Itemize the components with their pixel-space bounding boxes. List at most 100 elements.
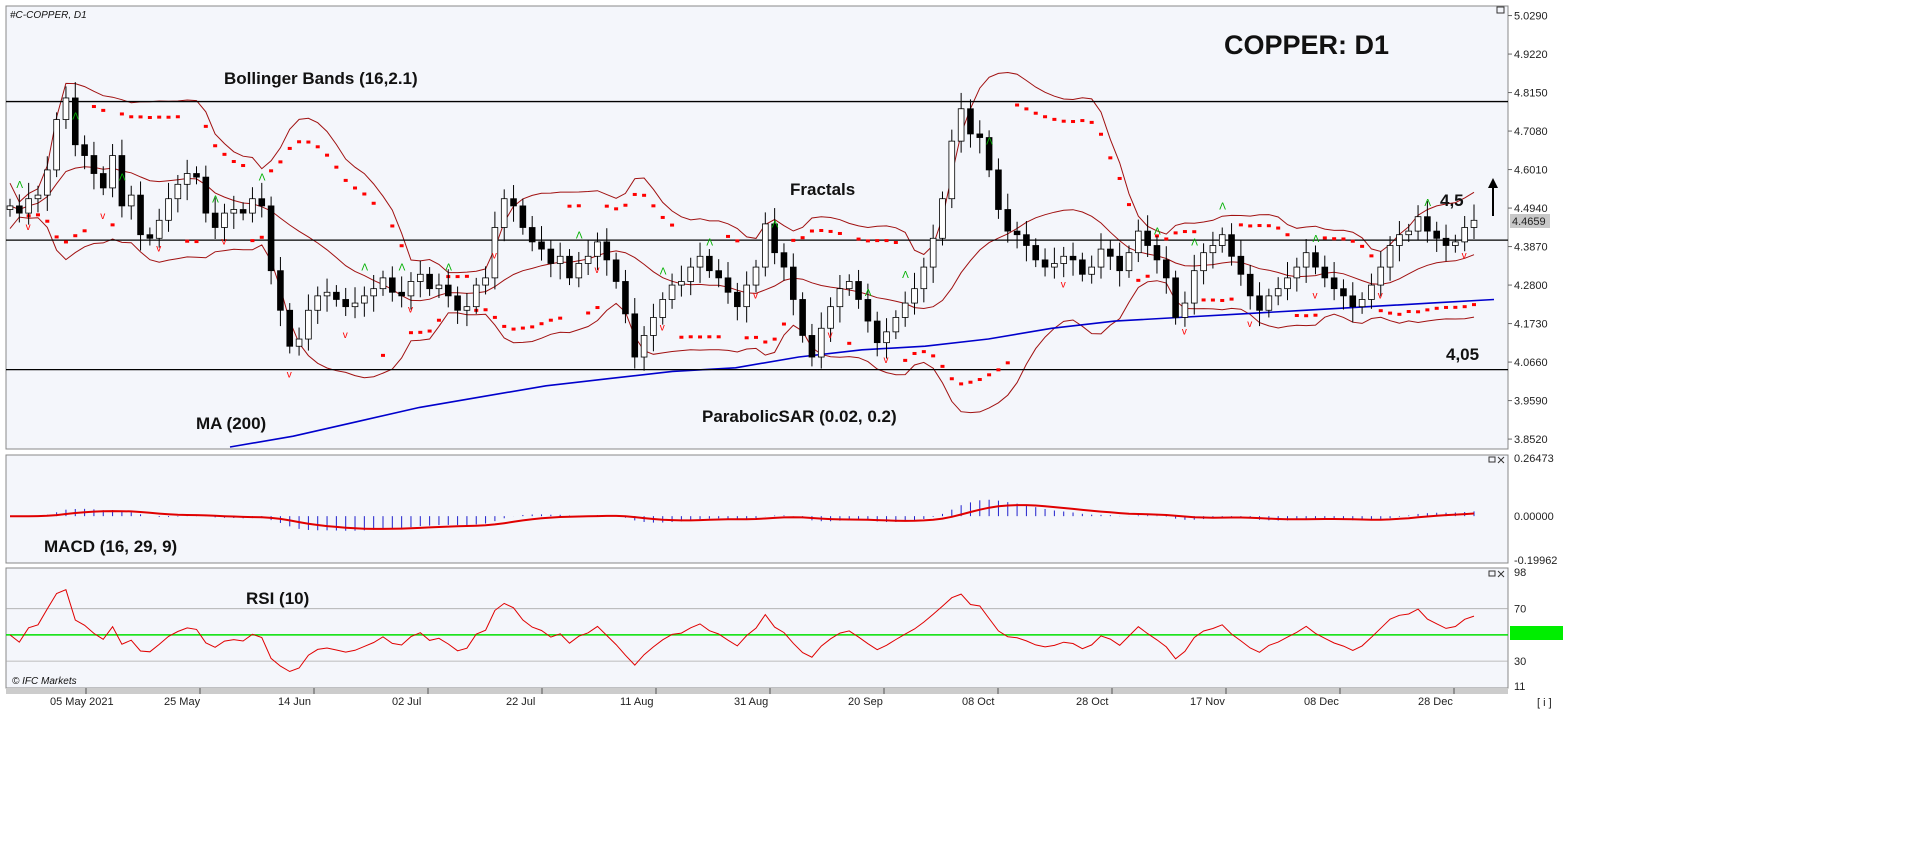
psar-dot [1164,237,1169,241]
candle-body [44,169,51,196]
rsi-panel[interactable] [5,567,1509,689]
fractal-down-marker: v [343,330,348,341]
candle-body [1135,230,1142,254]
price-tick-label: 3.8520 [1514,434,1548,446]
macd-panel-controls-icon[interactable] [1488,456,1505,464]
info-button[interactable]: [ i ] [1537,697,1552,709]
psar-dot [968,380,973,384]
price-tick-label: 5.0290 [1514,11,1548,23]
chart-title: COPPER: D1 [1224,30,1389,60]
fractal-up-marker: Λ [772,220,779,231]
candle-body [62,97,70,120]
candle-body [1200,252,1207,272]
candle-body [1349,295,1357,308]
candle-body [1302,252,1310,268]
fractal-up-marker: Λ [212,194,219,205]
psar-dot [325,153,330,157]
psar-dot [651,204,656,208]
psar-dot [306,140,311,144]
psar-dot [380,353,385,357]
candle-body [165,198,172,221]
candle-body [985,137,993,171]
psar-dot [129,115,134,119]
psar-dot [1005,361,1010,365]
candle-body [1461,227,1468,243]
psar-dot [222,152,227,156]
price-panel[interactable] [5,5,1509,450]
rsi-panel-controls-icon[interactable] [1488,570,1505,578]
fractal-down-marker: v [884,355,889,366]
candle-body [127,194,135,207]
date-tick-label: 28 Oct [1076,696,1108,708]
fractal-down-marker: v [1312,290,1317,301]
candle-body [1023,234,1030,246]
candle-body [575,263,583,279]
candle-body [221,212,228,228]
macd-panel[interactable] [5,454,1509,564]
psar-dot [847,341,852,345]
psar-dot [1052,117,1057,121]
candle-body [277,270,284,311]
candle-body [137,194,144,236]
psar-dot [35,213,40,217]
candle-body [444,284,452,297]
candle-body [1079,259,1086,275]
fractal-up-marker: Λ [445,263,452,274]
fractal-down-marker: v [492,251,497,262]
psar-dot [558,316,563,320]
maximize-icon[interactable] [1496,6,1505,14]
psar-dot [1416,310,1421,314]
candle-body [594,241,601,257]
candle-body [1125,252,1133,272]
psar-dot [1154,234,1159,238]
psar-dot [194,240,199,244]
psar-dot [436,318,441,322]
psar-dot [91,105,96,109]
candle-body [333,291,340,300]
parabolic-sar [26,103,1476,386]
psar-dot [800,236,805,240]
candle-body [472,284,480,308]
candle-body [1377,266,1385,286]
candle-body [1107,248,1114,257]
candle-body [771,223,778,254]
symbol-label: #C-COPPER, D1 [10,10,87,21]
fractal-up-marker: Λ [259,173,266,184]
psar-dot [940,364,945,368]
psar-dot [399,244,404,248]
psar-dot [1071,120,1076,124]
candle-body [1097,248,1105,268]
psar-dot [893,240,898,244]
candle-body [90,155,98,174]
candle-body [678,281,685,286]
fractal-down-marker: v [408,305,413,316]
candle-body [267,205,275,272]
candle-body [1312,252,1319,268]
fractal-up-marker: Λ [706,237,713,248]
psar-dot [1126,203,1131,207]
candle-body [864,299,872,322]
psar-dot [567,204,572,208]
psar-dot [250,239,255,243]
psar-dot [1378,309,1383,313]
candle-body [174,183,182,200]
candle-body [99,173,107,189]
psar-dot [1145,274,1150,278]
psar-dot [1136,278,1141,282]
date-tick-label: 14 Jun [278,696,311,708]
psar-dot [138,115,143,119]
psar-dot [1369,254,1374,258]
candle-body [6,205,14,210]
candle-body [734,291,741,308]
candle-body [929,237,937,268]
candle-body [1013,230,1021,236]
date-tick-label: 20 Sep [848,696,883,708]
candle-body [724,277,732,293]
rsi-tick-label: 11 [1514,681,1525,693]
candle-body [1088,266,1095,275]
candle-body [1321,266,1329,279]
psar-dot [614,207,619,211]
candle-body [426,273,433,290]
candle-body [817,327,825,358]
candle-body [1218,234,1226,246]
